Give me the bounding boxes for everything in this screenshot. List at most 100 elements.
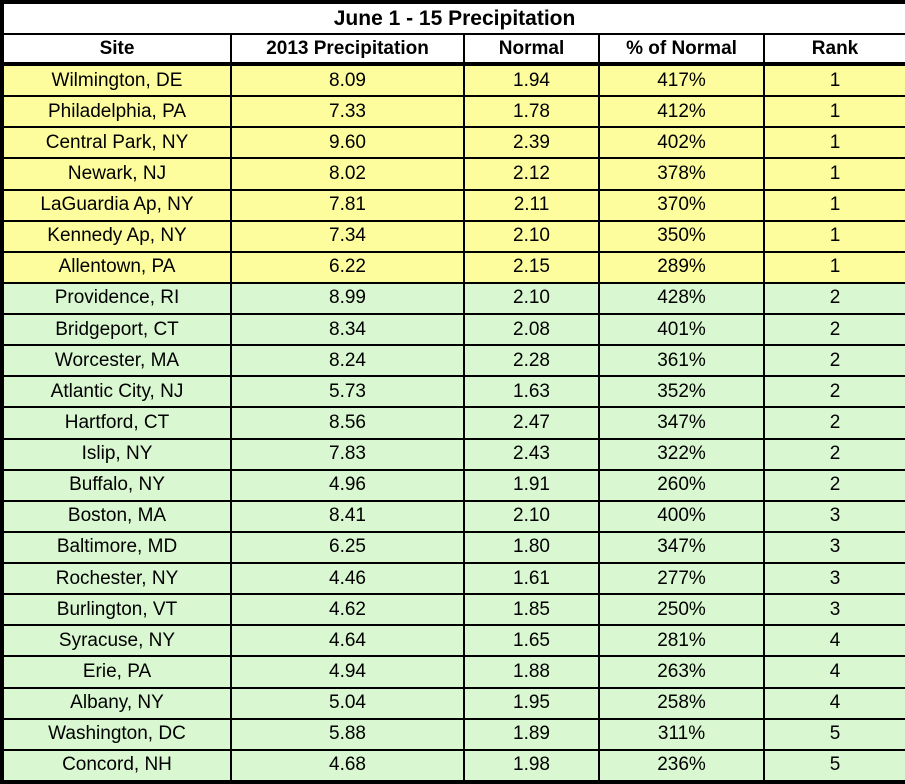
normal-cell: 2.08: [463, 312, 600, 347]
rank-cell: 2: [762, 281, 905, 316]
rank-cell: 3: [762, 593, 905, 627]
normal-cell: 2.10: [463, 499, 600, 533]
pct-of-normal-cell: 250%: [598, 593, 765, 627]
table-row: Baltimore, MD 6.25 1.80 347% 3: [1, 530, 905, 565]
table-row: Concord, NH 4.68 1.98 236% 5: [1, 748, 905, 784]
precip-2013-cell: 6.25: [230, 530, 465, 565]
normal-cell: 1.80: [463, 530, 600, 565]
table-row: Worcester, MA 8.24 2.28 361% 2: [1, 344, 905, 378]
rank-cell: 2: [762, 437, 905, 471]
pct-of-normal-cell: 311%: [598, 717, 765, 751]
table-row: Kennedy Ap, NY 7.34 2.10 350% 1: [1, 219, 905, 253]
normal-cell: 1.63: [463, 375, 600, 409]
precip-table-body: Wilmington, DE 8.09 1.94 417% 1 Philadelphia,…: [1, 62, 905, 784]
rank-cell: 3: [762, 499, 905, 533]
site-cell: Providence, RI: [1, 281, 232, 316]
normal-cell: 1.88: [463, 655, 600, 689]
precip-2013-cell: 7.81: [230, 188, 465, 222]
table-row: Albany, NY 5.04 1.95 258% 4: [1, 686, 905, 720]
normal-cell: 1.85: [463, 593, 600, 627]
pct-of-normal-cell: 258%: [598, 686, 765, 720]
precip-2013-cell: 8.09: [230, 62, 465, 98]
rank-cell: 2: [762, 375, 905, 409]
table-row: Erie, PA 4.94 1.88 263% 4: [1, 655, 905, 689]
table-row: Central Park, NY 9.60 2.39 402% 1: [1, 126, 905, 160]
normal-cell: 1.78: [463, 95, 600, 129]
precip-2013-cell: 8.56: [230, 406, 465, 440]
table-row: Allentown, PA 6.22 2.15 289% 1: [1, 250, 905, 284]
table-row: Hartford, CT 8.56 2.47 347% 2: [1, 406, 905, 440]
column-header-normal: Normal: [463, 33, 600, 66]
pct-of-normal-cell: 402%: [598, 126, 765, 160]
precip-2013-cell: 4.96: [230, 468, 465, 502]
site-cell: Worcester, MA: [1, 344, 232, 378]
pct-of-normal-cell: 347%: [598, 406, 765, 440]
normal-cell: 1.91: [463, 468, 600, 502]
pct-of-normal-cell: 417%: [598, 62, 765, 98]
pct-of-normal-cell: 236%: [598, 748, 765, 784]
normal-cell: 1.95: [463, 686, 600, 720]
column-header-site: Site: [1, 33, 232, 66]
precip-2013-cell: 4.64: [230, 624, 465, 658]
pct-of-normal-cell: 378%: [598, 157, 765, 191]
precip-2013-cell: 7.34: [230, 219, 465, 253]
header-row: Site 2013 Precipitation Normal % of Norm…: [1, 33, 905, 66]
table-row: Washington, DC 5.88 1.89 311% 5: [1, 717, 905, 751]
site-cell: Syracuse, NY: [1, 624, 232, 658]
normal-cell: 1.94: [463, 62, 600, 98]
site-cell: Albany, NY: [1, 686, 232, 720]
normal-cell: 2.39: [463, 126, 600, 160]
site-cell: Newark, NJ: [1, 157, 232, 191]
table-row: Boston, MA 8.41 2.10 400% 3: [1, 499, 905, 533]
table-title: June 1 - 15 Precipitation: [0, 1, 905, 35]
normal-cell: 1.98: [463, 748, 600, 784]
table-row: Buffalo, NY 4.96 1.91 260% 2: [1, 468, 905, 502]
rank-cell: 2: [762, 344, 905, 378]
pct-of-normal-cell: 361%: [598, 344, 765, 378]
precip-2013-cell: 8.24: [230, 344, 465, 378]
pct-of-normal-cell: 281%: [598, 624, 765, 658]
precip-2013-cell: 8.99: [230, 281, 465, 316]
normal-cell: 2.11: [463, 188, 600, 222]
site-cell: Allentown, PA: [1, 250, 232, 284]
site-cell: Islip, NY: [1, 437, 232, 471]
table-row: Providence, RI 8.99 2.10 428% 2: [1, 281, 905, 316]
rank-cell: 1: [762, 126, 905, 160]
pct-of-normal-cell: 263%: [598, 655, 765, 689]
pct-of-normal-cell: 289%: [598, 250, 765, 284]
rank-cell: 5: [762, 717, 905, 751]
table-row: Syracuse, NY 4.64 1.65 281% 4: [1, 624, 905, 658]
precip-2013-cell: 7.83: [230, 437, 465, 471]
rank-cell: 1: [762, 157, 905, 191]
table-row: Atlantic City, NJ 5.73 1.63 352% 2: [1, 375, 905, 409]
rank-cell: 3: [762, 530, 905, 565]
table-row: Newark, NJ 8.02 2.12 378% 1: [1, 157, 905, 191]
precip-2013-cell: 7.33: [230, 95, 465, 129]
site-cell: Buffalo, NY: [1, 468, 232, 502]
table-row: Wilmington, DE 8.09 1.94 417% 1: [1, 62, 905, 98]
pct-of-normal-cell: 277%: [598, 561, 765, 596]
site-cell: Atlantic City, NJ: [1, 375, 232, 409]
normal-cell: 2.47: [463, 406, 600, 440]
pct-of-normal-cell: 401%: [598, 312, 765, 347]
rank-cell: 2: [762, 406, 905, 440]
table-row: Burlington, VT 4.62 1.85 250% 3: [1, 593, 905, 627]
pct-of-normal-cell: 350%: [598, 219, 765, 253]
pct-of-normal-cell: 322%: [598, 437, 765, 471]
normal-cell: 1.61: [463, 561, 600, 596]
rank-cell: 4: [762, 686, 905, 720]
precip-2013-cell: 8.41: [230, 499, 465, 533]
rank-cell: 4: [762, 655, 905, 689]
rank-cell: 1: [762, 95, 905, 129]
normal-cell: 1.89: [463, 717, 600, 751]
pct-of-normal-cell: 352%: [598, 375, 765, 409]
precip-2013-cell: 4.62: [230, 593, 465, 627]
precip-2013-cell: 9.60: [230, 126, 465, 160]
site-cell: Erie, PA: [1, 655, 232, 689]
precip-2013-cell: 5.04: [230, 686, 465, 720]
title-row: June 1 - 15 Precipitation: [0, 1, 905, 35]
table-row: Rochester, NY 4.46 1.61 277% 3: [1, 561, 905, 596]
pct-of-normal-cell: 260%: [598, 468, 765, 502]
